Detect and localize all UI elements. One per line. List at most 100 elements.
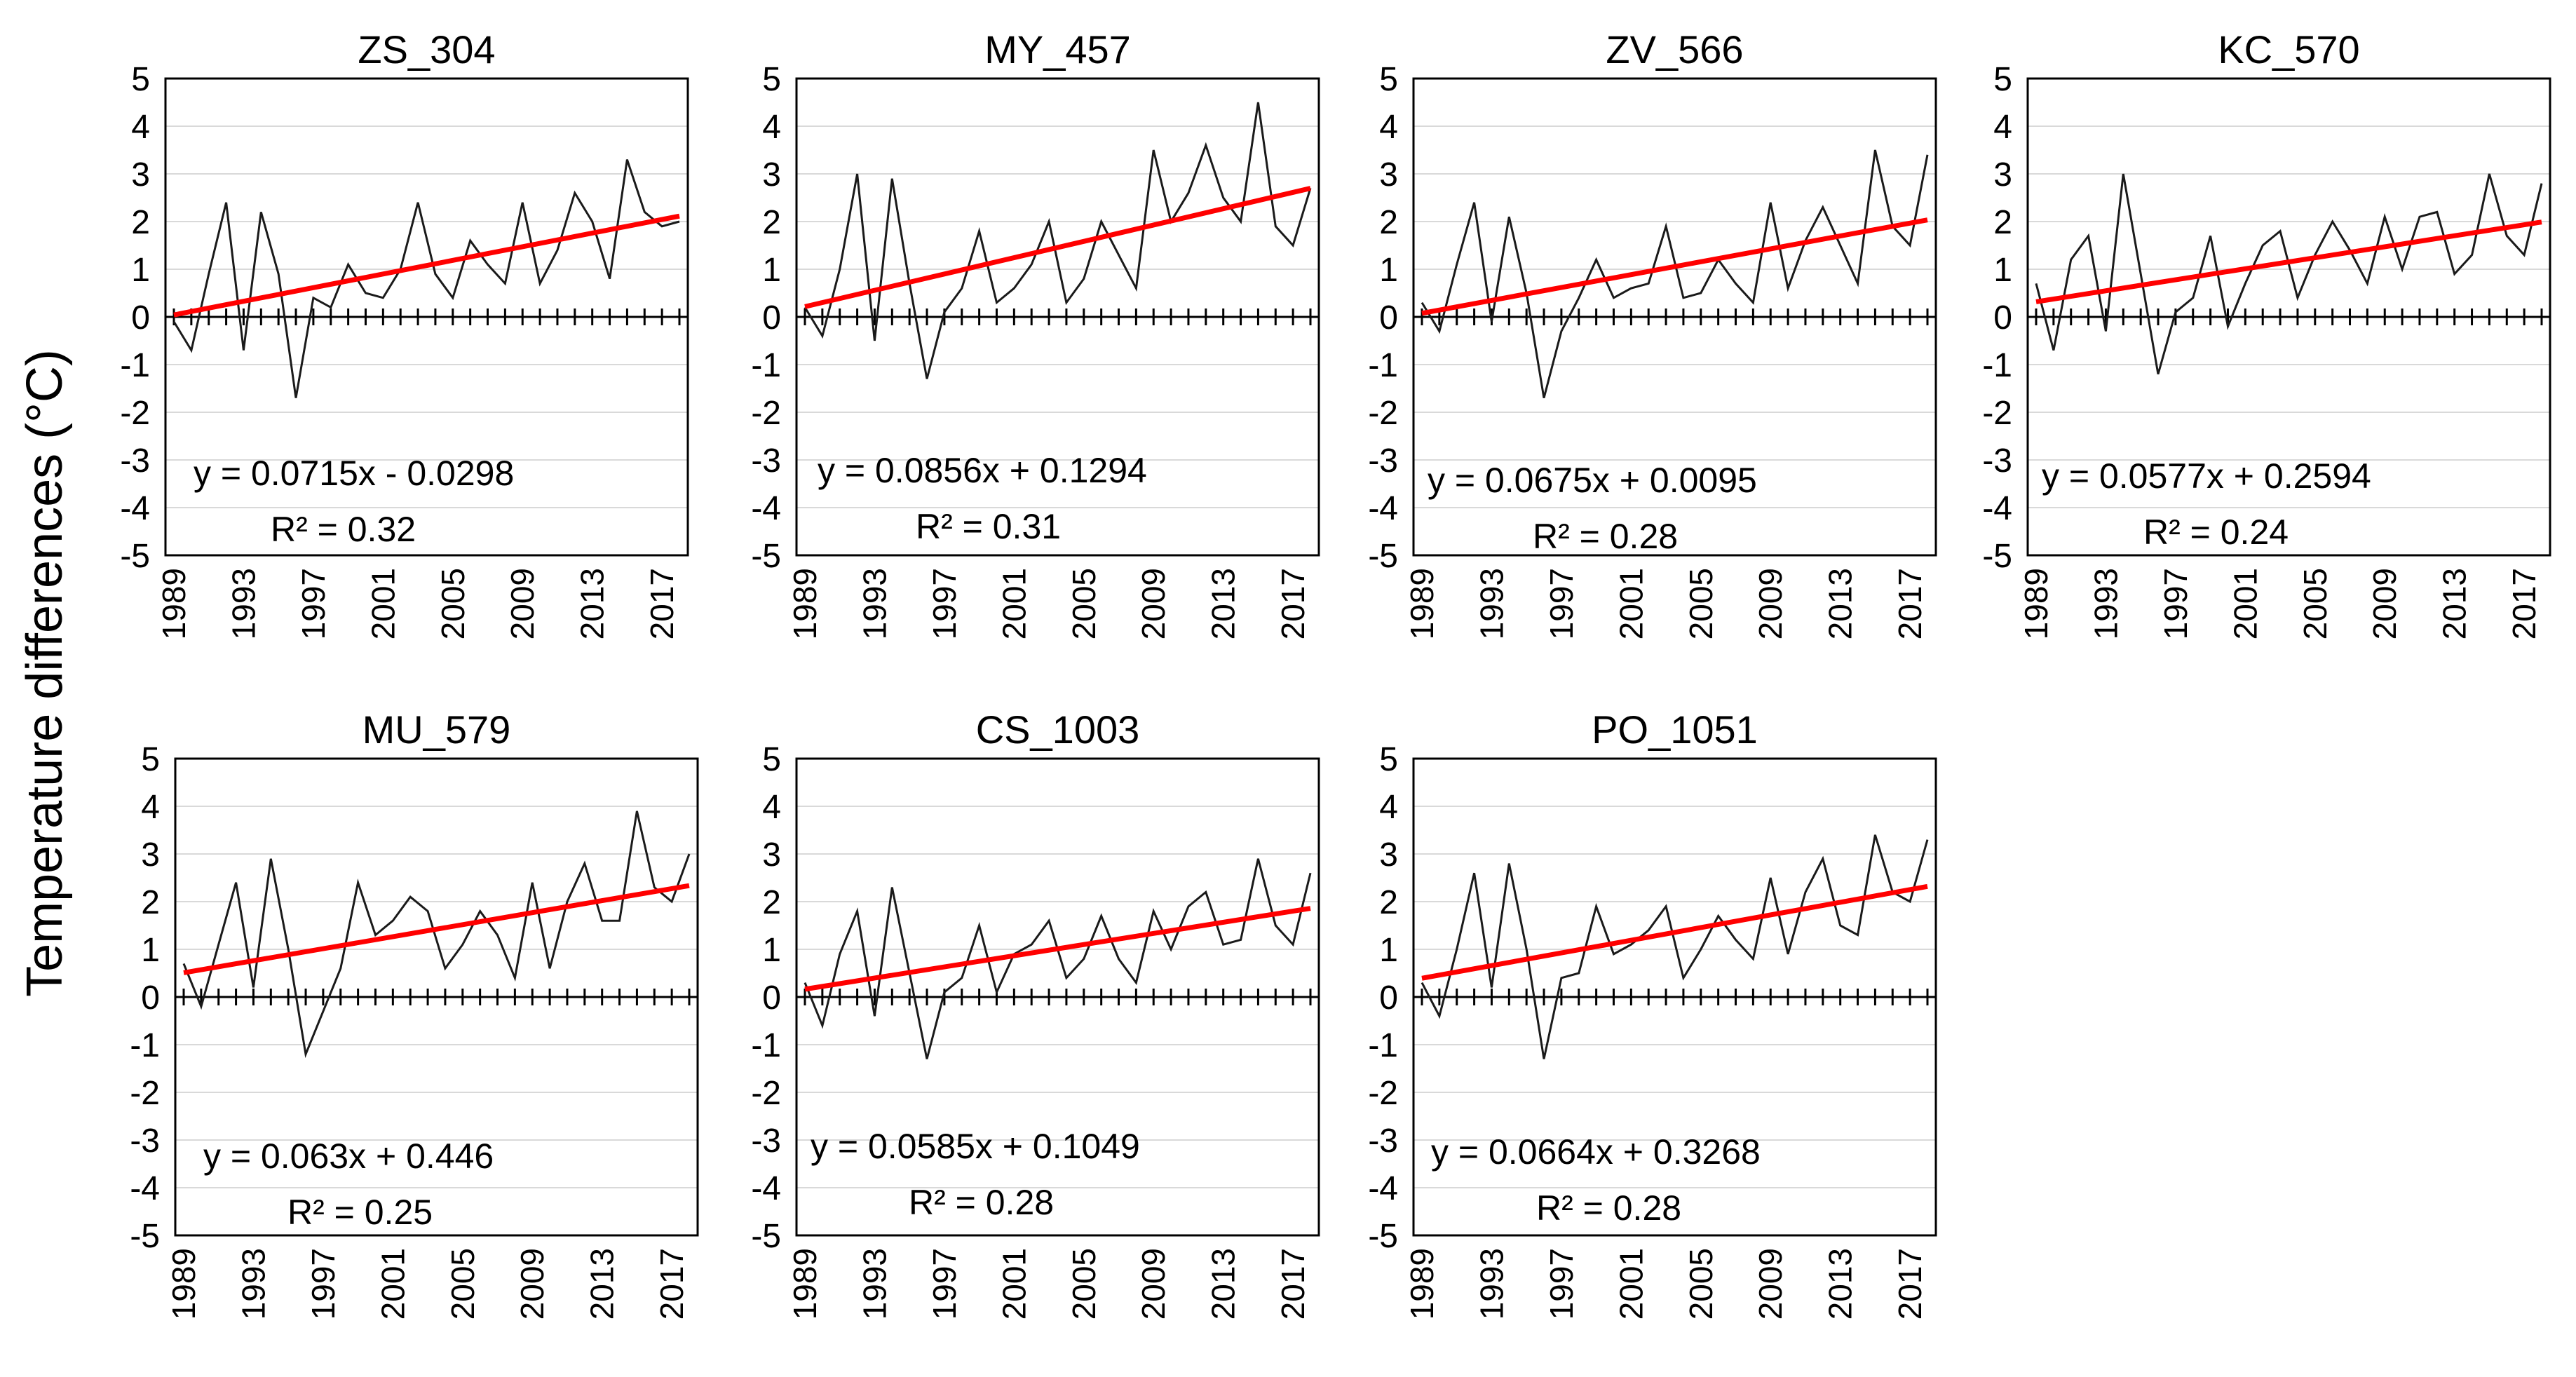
y-tick-label: -2 (1368, 395, 1398, 432)
chart-title: MY_457 (984, 27, 1131, 72)
x-tick-label: 1989 (165, 1248, 202, 1320)
y-tick-label: 4 (131, 109, 150, 146)
y-tick-label: -3 (1982, 442, 2012, 480)
y-tick-label: -3 (751, 442, 781, 480)
x-tick-label: 2017 (1275, 568, 1311, 639)
y-tick-label: 3 (141, 836, 160, 874)
y-tick-label: 1 (762, 252, 781, 289)
series-line (172, 159, 680, 398)
x-tick-label: 2017 (653, 1248, 690, 1320)
x-tick-label: 1997 (1543, 1248, 1580, 1320)
x-tick-label: 2013 (1822, 1248, 1859, 1320)
x-tick-label: 2009 (1135, 568, 1172, 639)
y-tick-label: -4 (130, 1170, 160, 1207)
x-tick-label: 2005 (1683, 568, 1719, 639)
y-tick-label: -5 (120, 538, 150, 575)
trend-equation: y = 0.0715x - 0.0298 (194, 454, 514, 493)
x-tick-label: 2001 (1613, 1248, 1649, 1320)
trend-line (804, 186, 1311, 309)
y-tick-label: -2 (120, 395, 150, 432)
x-tick-label: 1993 (1473, 1248, 1510, 1320)
x-tick-label: 2005 (1066, 568, 1102, 639)
y-tick-label: 3 (1379, 836, 1398, 874)
x-tick-label: 2005 (2297, 568, 2333, 639)
y-tick-label: 1 (141, 932, 160, 969)
y-tick-label: 0 (141, 979, 160, 1017)
y-tick-label: 2 (1379, 884, 1398, 921)
x-tick-label: 2017 (2506, 568, 2542, 639)
x-tick-label: 1989 (2018, 568, 2054, 639)
x-tick-label: 2005 (435, 568, 471, 639)
x-tick-label: 1997 (926, 568, 963, 639)
y-tick-label: -5 (1368, 538, 1398, 575)
x-tick-label: 1993 (856, 1248, 893, 1320)
x-tick-label: 1993 (1473, 568, 1510, 639)
y-tick-label: 5 (1379, 741, 1398, 778)
trend-line (804, 906, 1311, 992)
series-line (804, 102, 1312, 379)
chart-title: CS_1003 (976, 707, 1140, 752)
x-tick-label: 2009 (504, 568, 541, 639)
y-tick-label: 5 (762, 61, 781, 98)
x-tick-label: 1997 (305, 1248, 341, 1320)
x-tick-label: 1989 (156, 568, 192, 639)
x-tick-label: 2001 (374, 1248, 411, 1320)
x-tick-label: 2009 (514, 1248, 550, 1320)
chart-title: PO_1051 (1592, 707, 1758, 752)
y-tick-label: -2 (1982, 395, 2012, 432)
y-tick-label: -5 (751, 538, 781, 575)
y-tick-label: 4 (762, 789, 781, 826)
chart-title: ZV_566 (1606, 27, 1743, 72)
trend-line (1421, 883, 1928, 981)
r-squared: R² = 0.28 (1536, 1188, 1681, 1228)
r-squared: R² = 0.28 (1533, 517, 1678, 556)
x-tick-label: 2001 (365, 568, 401, 639)
trend-line (1421, 217, 1928, 316)
y-tick-label: 4 (1379, 789, 1398, 826)
y-tick-label: -2 (751, 1075, 781, 1112)
y-tick-label: -3 (751, 1122, 781, 1160)
y-tick-label: -4 (1368, 490, 1398, 527)
x-tick-label: 2013 (584, 1248, 621, 1320)
y-tick-label: -1 (130, 1027, 160, 1064)
x-tick-label: 2017 (1892, 568, 1928, 639)
trend-equation: y = 0.0675x + 0.0095 (1428, 461, 1757, 500)
y-tick-label: -3 (120, 442, 150, 480)
trend-line (2035, 219, 2542, 304)
x-tick-label: 1997 (926, 1248, 963, 1320)
y-tick-label: 2 (1993, 204, 2012, 241)
y-tick-label: 5 (1379, 61, 1398, 98)
y-tick-label: -4 (120, 490, 150, 527)
y-tick-label: -1 (1368, 347, 1398, 384)
y-tick-label: 5 (762, 741, 781, 778)
trend-equation: y = 0.0585x + 0.1049 (811, 1127, 1140, 1166)
y-tick-label: 5 (141, 741, 160, 778)
y-tick-label: 3 (762, 836, 781, 874)
chart-title: MU_579 (362, 707, 511, 752)
y-tick-label: 1 (131, 252, 150, 289)
y-tick-label: 0 (1379, 299, 1398, 337)
trend-equation: y = 0.0856x + 0.1294 (818, 451, 1147, 490)
x-tick-label: 2013 (574, 568, 611, 639)
x-tick-label: 1993 (2087, 568, 2124, 639)
y-tick-label: -5 (1982, 538, 2012, 575)
chart-panel: -5 -4 -3 -2 -1 0 1 2 3 4 5 1989 1993 1997 2001 2005 2009… (1368, 27, 1937, 639)
y-tick-label: -4 (751, 490, 781, 527)
x-tick-label: 2013 (1822, 568, 1859, 639)
y-tick-label: 3 (131, 156, 150, 194)
y-tick-label: -1 (751, 1027, 781, 1064)
y-tick-label: 3 (762, 156, 781, 194)
trend-line (173, 213, 680, 318)
chart-panel: -5 -4 -3 -2 -1 0 1 2 3 4 5 1989 1993 1997 2001 2005 2009… (1982, 27, 2551, 639)
x-tick-label: 2001 (2227, 568, 2263, 639)
series-line (1421, 834, 1929, 1059)
y-tick-label: 3 (1993, 156, 2012, 194)
chart-panel: -5 -4 -3 -2 -1 0 1 2 3 4 5 1989 1993 1997 2001 2005 2009… (120, 27, 689, 639)
x-tick-label: 2013 (1205, 568, 1242, 639)
chart-title: ZS_304 (358, 27, 495, 72)
x-tick-label: 2001 (996, 1248, 1032, 1320)
y-tick-label: 4 (762, 109, 781, 146)
x-tick-label: 2005 (1683, 1248, 1719, 1320)
y-tick-label: -1 (120, 347, 150, 384)
r-squared: R² = 0.24 (2143, 513, 2289, 552)
